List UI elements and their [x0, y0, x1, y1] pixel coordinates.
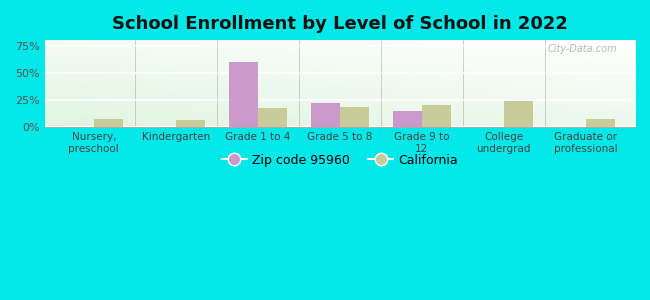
Bar — [393, 111, 422, 127]
Text: City-Data.com: City-Data.com — [548, 44, 617, 54]
Bar — [258, 108, 287, 127]
Title: School Enrollment by Level of School in 2022: School Enrollment by Level of School in … — [112, 15, 567, 33]
Bar — [176, 120, 205, 127]
Legend: Zip code 95960, California: Zip code 95960, California — [216, 148, 463, 172]
Bar — [504, 101, 532, 127]
Bar — [94, 118, 122, 127]
Bar — [340, 106, 369, 127]
Bar — [311, 103, 340, 127]
Bar — [586, 118, 614, 127]
Bar — [229, 62, 258, 127]
Bar — [422, 106, 450, 127]
